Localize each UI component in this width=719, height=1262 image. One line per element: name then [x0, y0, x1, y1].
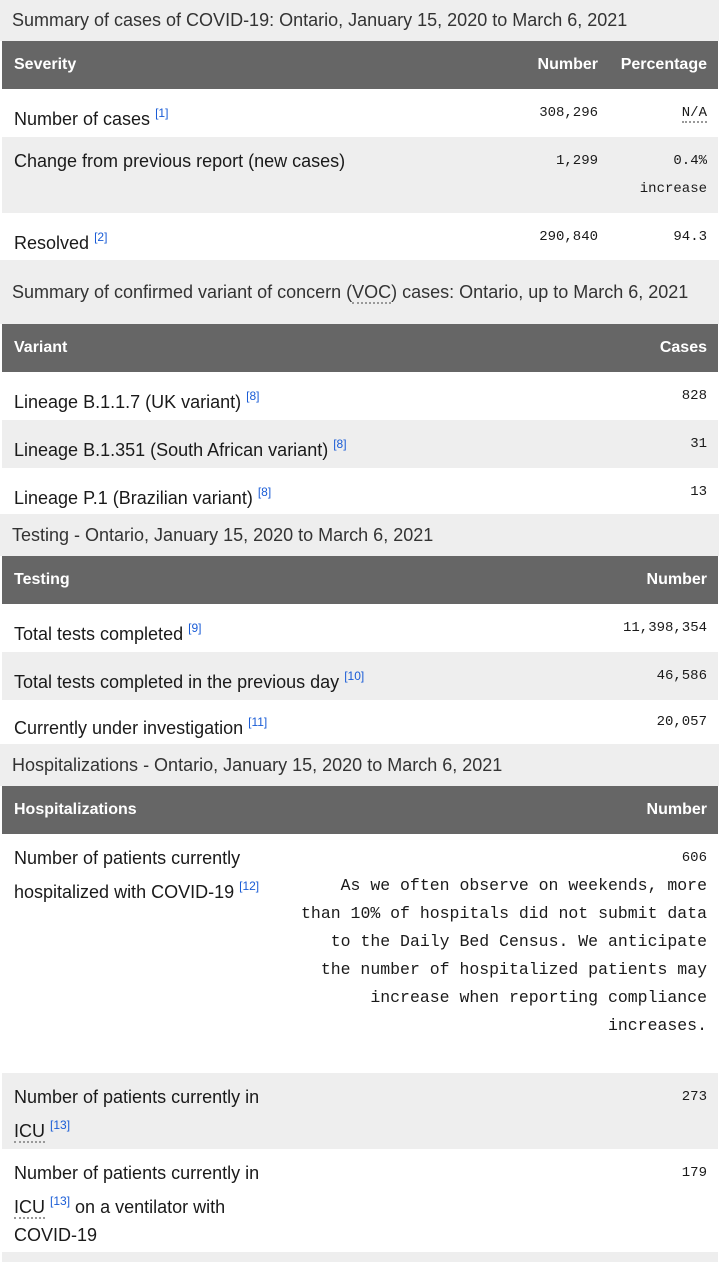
table-row: Change from previous report (new cases) … [2, 137, 718, 213]
reference-link[interactable]: [8] [246, 389, 260, 403]
col-severity: Severity [14, 56, 77, 73]
cases-caption: Summary of cases of COVID-19: Ontario, J… [0, 0, 719, 41]
hospitalizations-caption: Hospitalizations - Ontario, January 15, … [0, 744, 719, 786]
table-row: Total tests completed [9] 11,398,354 [14, 620, 707, 644]
hospitalizations-header: Hospitalizations Number [2, 786, 718, 834]
table-row: Number of patients currently in ICU [13]… [14, 1163, 707, 1245]
voc-abbr: VOC [352, 281, 392, 304]
cases-header: Severity Number Percentage [2, 41, 718, 89]
table-row: Number of patients currently hospitalize… [2, 834, 718, 1073]
table-row [2, 1252, 718, 1262]
icu-abbr: ICU [14, 1197, 45, 1219]
reference-link[interactable]: [13] [50, 1118, 71, 1132]
reference-link[interactable]: [13] [50, 1194, 71, 1208]
reference-link[interactable]: [8] [333, 437, 347, 451]
hospitalization-note: As we often observe on weekends, more th… [301, 876, 707, 1035]
reference-link[interactable]: [9] [188, 621, 202, 635]
variants-header: Variant Cases [2, 324, 718, 372]
table-row: Total tests completed in the previous da… [2, 652, 718, 700]
testing-caption: Testing - Ontario, January 15, 2020 to M… [0, 514, 719, 556]
table-row: Resolved [2] 290,840 94.3 [14, 229, 707, 253]
reference-link[interactable]: [11] [248, 715, 268, 729]
table-row: Currently under investigation [11] 20,057 [14, 714, 707, 738]
table-row: Number of patients currently in ICU [13]… [2, 1073, 718, 1149]
table-row: Lineage P.1 (Brazilian variant) [8] 13 [14, 484, 707, 508]
col-percentage: Percentage [620, 56, 707, 73]
variants-caption: Summary of confirmed variant of concern … [0, 260, 719, 324]
col-number: Number [537, 56, 598, 73]
reference-link[interactable]: [12] [239, 879, 260, 893]
reference-link[interactable]: [8] [257, 485, 272, 499]
reference-link[interactable]: [2] [94, 230, 108, 244]
reference-link[interactable]: [1] [155, 106, 169, 120]
table-row: Number of cases [1] 308,296 N/A [14, 105, 707, 129]
table-row: Lineage B.1.351 (South African variant) … [2, 420, 718, 468]
reference-link[interactable]: [10] [344, 669, 365, 683]
testing-header: Testing Number [2, 556, 718, 604]
icu-abbr: ICU [14, 1121, 45, 1143]
na-abbr: N/A [681, 105, 707, 123]
table-row: Lineage B.1.1.7 (UK variant) [8] 828 [14, 388, 707, 412]
